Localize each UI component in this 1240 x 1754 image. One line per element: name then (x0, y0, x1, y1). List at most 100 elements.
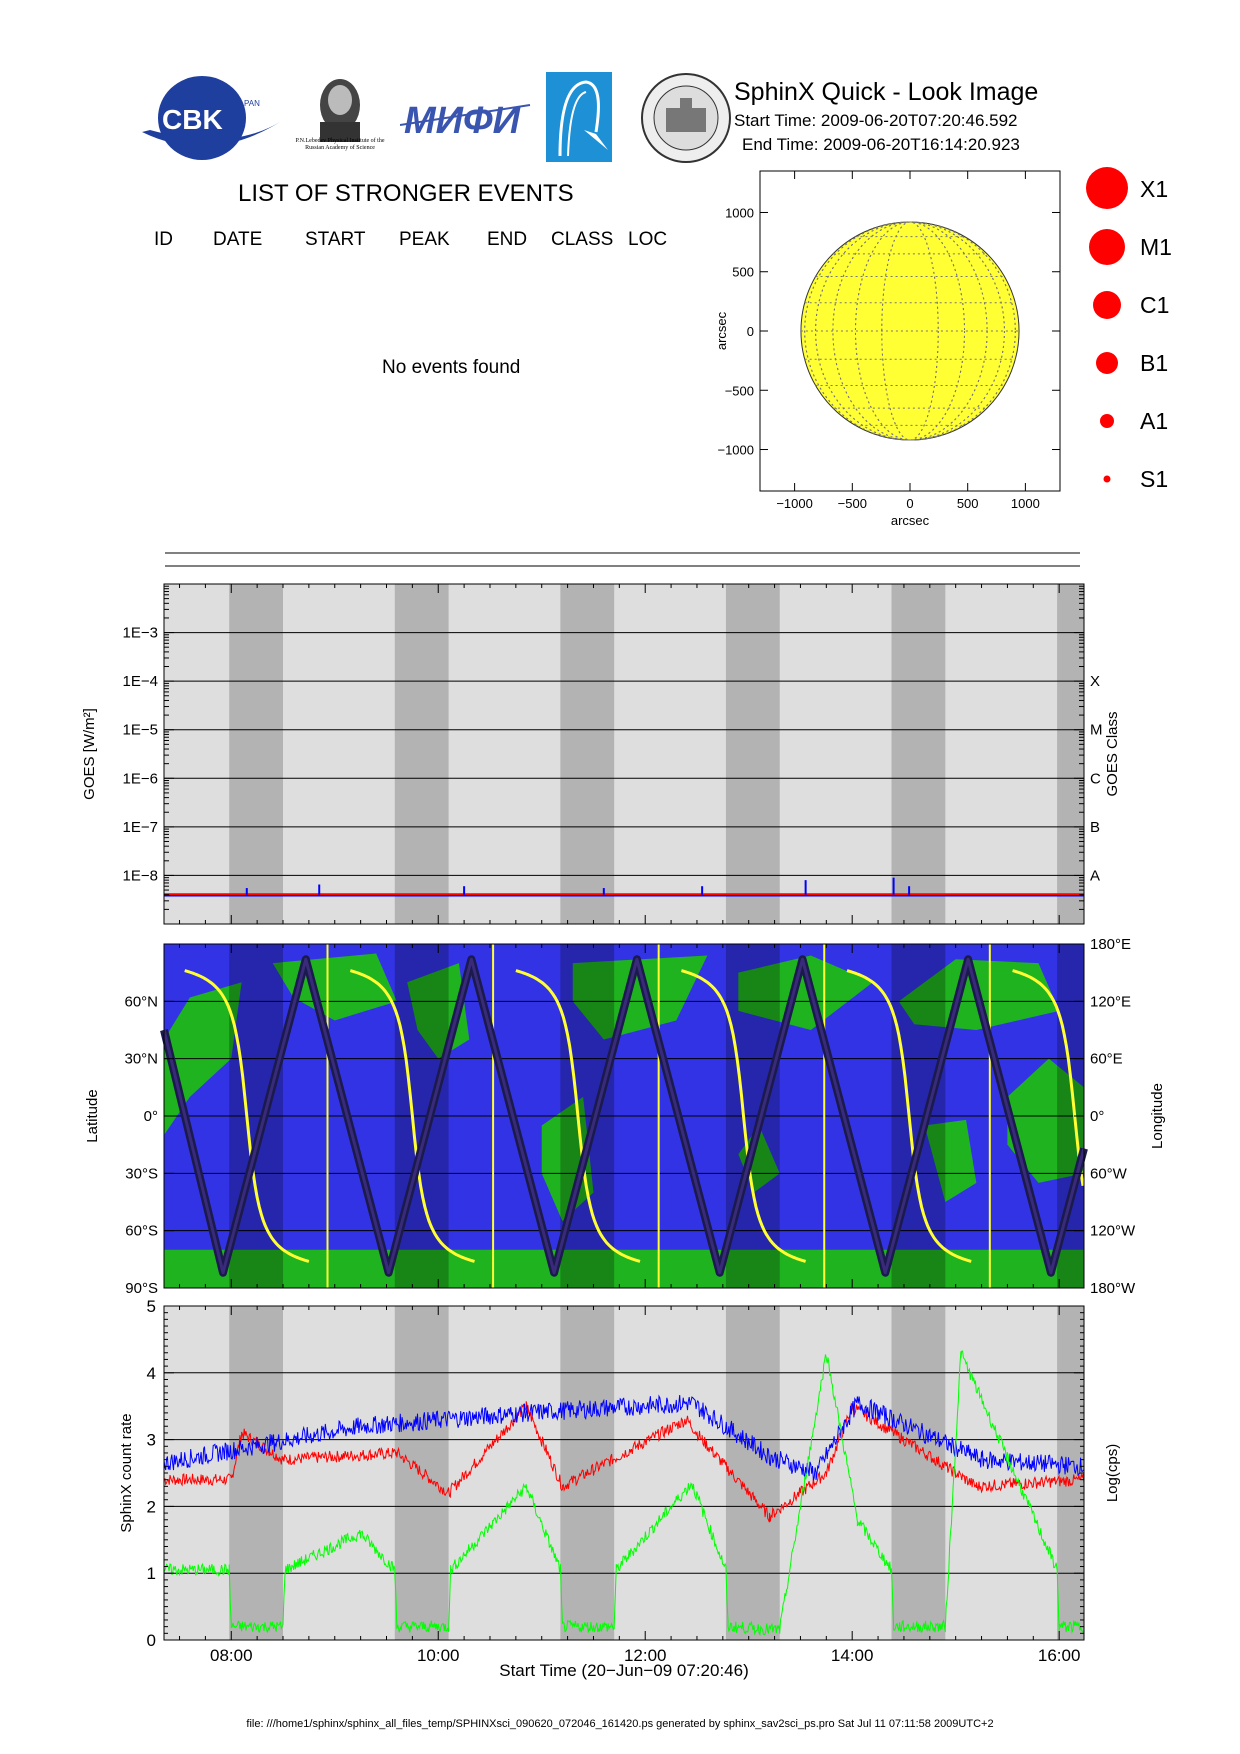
goes-tick-label: 1E−5 (123, 722, 158, 739)
goes-day (164, 584, 1084, 924)
rate-tick-label: 2 (147, 1497, 156, 1516)
rate-tick-label: 4 (147, 1364, 156, 1383)
rate-y-axis-label: SphinX count rate (118, 1413, 135, 1532)
legend-marker-s1 (1103, 475, 1111, 483)
goes-class-label: X (1090, 673, 1100, 690)
legend-label-x1: X1 (1140, 176, 1168, 202)
longitude-tick-label: 0° (1090, 1108, 1104, 1125)
latitude-tick-label: 30°S (125, 1165, 158, 1182)
footer-file-info: file: ///home1/sphinx/sphinx_all_files_t… (246, 1718, 994, 1730)
y-tick-label: 0 (747, 324, 754, 339)
no-events-message: No events found (382, 357, 521, 378)
latitude-tick-label: 30°N (124, 1051, 158, 1068)
latitude-tick-label: 0° (144, 1108, 158, 1125)
izmiran-logo (546, 72, 612, 162)
x-tick-label: 500 (957, 496, 979, 511)
time-tick-label: 08:00 (210, 1646, 253, 1665)
goes-class-label: A (1090, 867, 1100, 884)
solar-disk-chart: −1000 −500 0 500 1000 −1000 −500 0 500 1000 arcs… (714, 170, 1061, 528)
goes-tick-label: 1E−3 (123, 625, 158, 642)
goes-series (164, 877, 1084, 897)
terminator-curve (184, 969, 310, 1263)
rate-y2-axis-label: Log(cps) (1104, 1444, 1121, 1502)
longitude-tick-label: 180°W (1090, 1280, 1136, 1297)
legend-marker-a1 (1100, 414, 1114, 428)
x-axis-ticks: −1000 −500 0 500 1000 (776, 171, 1040, 511)
legend-label-a1: A1 (1140, 408, 1168, 434)
goes-tick-label: 1E−6 (123, 770, 158, 787)
time-tick-label: 14:00 (831, 1646, 874, 1665)
longitude-tick-label: 60°W (1090, 1165, 1128, 1182)
goes-night-band (725, 584, 780, 924)
latitude-tick-label: 60°N (124, 993, 158, 1010)
rate-night-band (229, 1306, 284, 1640)
rate-tick-label: 1 (147, 1564, 156, 1583)
land-mass (738, 955, 873, 1030)
pan-logo-text: PAN (244, 99, 260, 108)
y-axis-ticks: −1000 −500 0 500 1000 (717, 205, 1060, 458)
goes-night-band (229, 584, 284, 924)
rate-panel-frame (163, 1305, 1085, 1641)
time-series-charts: 1E−3 1E−4 1E−5 1E−6 1E−7 1E−8 X M C B A GOES [W/m²… (81, 583, 1166, 1680)
legend-marker-c1 (1093, 291, 1121, 319)
terminator-curve (680, 969, 807, 1263)
rate-series (163, 1350, 1085, 1636)
rate-series-blue (163, 1394, 1085, 1481)
goes-tick-label: 1E−7 (123, 819, 158, 836)
legend-marker-b1 (1096, 352, 1118, 374)
x-tick-label: 1000 (1011, 496, 1040, 511)
events-title: LIST OF STRONGER EVENTS (238, 180, 574, 207)
lebedev-logo-text: P.N.Lebedev Physical Institute of the Ru… (295, 138, 385, 151)
time-tick-label: 12:00 (624, 1646, 667, 1665)
rate-panel-background (164, 1306, 1084, 1640)
goes-tick-label: 1E−8 (123, 867, 158, 884)
legend-label-m1: M1 (1140, 234, 1172, 260)
terminator-curve (349, 969, 475, 1263)
end-time: End Time: 2009-06-20T16:14:20.923 (742, 135, 1020, 154)
column-header-class: CLASS (551, 229, 614, 250)
goes-tick-label: 1E−4 (123, 673, 158, 690)
orbit-track-core (162, 957, 1086, 1275)
land-mass (572, 955, 708, 1040)
goes-class-label: M (1090, 722, 1103, 739)
legend-label-b1: B1 (1140, 350, 1168, 376)
time-axis-label: Start Time (20−Jun−09 07:20:46) (499, 1661, 749, 1680)
terminator-curve (515, 969, 641, 1263)
longitude-tick-label: 60°E (1090, 1051, 1123, 1068)
legend-marker-x1 (1086, 167, 1128, 209)
legend-marker-m1 (1089, 229, 1125, 265)
column-header-start: START (305, 229, 366, 250)
orbit-track (160, 955, 1088, 1277)
terminator-curve (1012, 969, 1085, 1187)
rate-series-green (163, 1350, 1085, 1636)
x-axis-label: arcsec (891, 513, 930, 528)
y-tick-label: −500 (725, 383, 754, 398)
page-title: SphinX Quick - Look Image (734, 78, 1039, 106)
time-tick-label: 16:00 (1038, 1646, 1081, 1665)
x-tick-label: −500 (838, 496, 867, 511)
column-header-end: END (487, 229, 528, 250)
rate-day (164, 1306, 1084, 1640)
mifi-logo: MИФИ (400, 100, 531, 142)
latitude-tick-label: 60°S (125, 1223, 158, 1240)
terminator-lines (184, 944, 1085, 1288)
rate-axis-ticks: 0 1 2 3 4 5 08:00 10:00 12:00 14:00 16:00 (147, 1297, 1084, 1665)
longitude-tick-label: 120°W (1090, 1223, 1136, 1240)
wroclaw-university-seal (641, 73, 731, 163)
rate-series-red (163, 1401, 1085, 1523)
land-mass (1007, 1058, 1084, 1183)
rate-night-band (394, 1306, 449, 1640)
goes-class-axis-label: GOES Class (1104, 711, 1121, 796)
cbk-logo-text: CBK (162, 104, 223, 135)
terminator-curve (846, 969, 972, 1263)
y-tick-label: −1000 (717, 443, 754, 458)
goes-night-band (1057, 584, 1084, 924)
latitude-tick-label: 90°S (125, 1280, 158, 1297)
rate-tick-label: 0 (147, 1631, 156, 1650)
longitude-tick-label: 180°E (1090, 936, 1131, 953)
rate-tick-label: 3 (147, 1431, 156, 1450)
longitude-gridline (804, 221, 1016, 441)
goes-night-band (394, 584, 449, 924)
start-time: Start Time: 2009-06-20T07:20:46.592 (734, 111, 1018, 130)
x-tick-label: −1000 (776, 496, 813, 511)
